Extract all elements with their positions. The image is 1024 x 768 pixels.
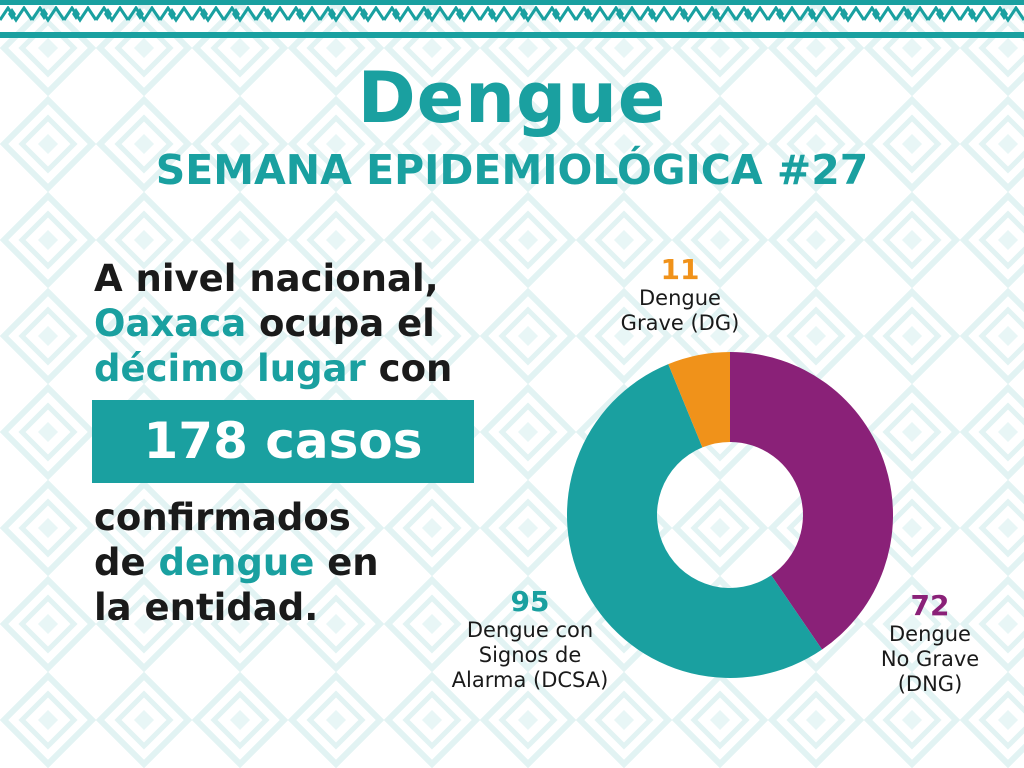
page-subtitle: SEMANA EPIDEMIOLÓGICA #27 (155, 146, 869, 194)
summary-line-3: décimo lugar con (94, 346, 534, 391)
cases-total-badge: 178 casos (92, 400, 474, 483)
slice-dcsa (567, 364, 823, 678)
summary-line-1: A nivel nacional, (94, 257, 439, 300)
summary-line-5-rest: en (314, 541, 379, 584)
page-title: Dengue (357, 57, 667, 139)
value-dng: 72 (910, 589, 950, 622)
summary-text-top: A nivel nacional, Oaxaca ocupa el décimo… (94, 256, 534, 391)
label-dg-line1: Dengue (639, 286, 721, 310)
label-dng-line1: Dengue (889, 622, 971, 646)
value-dg: 11 (660, 253, 700, 286)
value-dcsa: 95 (510, 585, 550, 618)
summary-line-2: Oaxaca ocupa el (94, 301, 534, 346)
label-dcsa-line2: Signos de (478, 643, 582, 667)
donut-chart (567, 352, 893, 678)
disease-highlight: dengue (158, 541, 315, 584)
summary-line-6: la entidad. (94, 586, 319, 629)
summary-line-4: confirmados (94, 496, 351, 539)
label-dng-line2: No Grave (880, 647, 980, 671)
label-dcsa-line1: Dengue con (466, 618, 594, 642)
summary-line-5-start: de (94, 541, 159, 584)
label-dengue-grave: 11 Dengue Grave (DG) (600, 254, 760, 336)
label-dcsa-line3: Alarma (DCSA) (451, 668, 609, 692)
summary-text-bottom: confirmados de dengue en la entidad. (94, 495, 534, 630)
state-name: Oaxaca (94, 302, 247, 345)
label-dengue-signos-alarma: 95 Dengue con Signos de Alarma (DCSA) (425, 586, 635, 693)
top-decorative-border (0, 0, 1024, 38)
slice-dng (730, 352, 893, 650)
slice-dg (668, 352, 730, 448)
summary-line-5: de dengue en (94, 540, 534, 585)
ranking-highlight: décimo lugar (94, 347, 366, 390)
summary-line-3-rest: con (365, 347, 453, 390)
summary-line-2-rest: ocupa el (246, 302, 435, 345)
label-dng-line3: (DNG) (897, 672, 963, 696)
label-dengue-no-grave: 72 Dengue No Grave (DNG) (850, 590, 1010, 697)
label-dg-line2: Grave (DG) (620, 311, 740, 335)
